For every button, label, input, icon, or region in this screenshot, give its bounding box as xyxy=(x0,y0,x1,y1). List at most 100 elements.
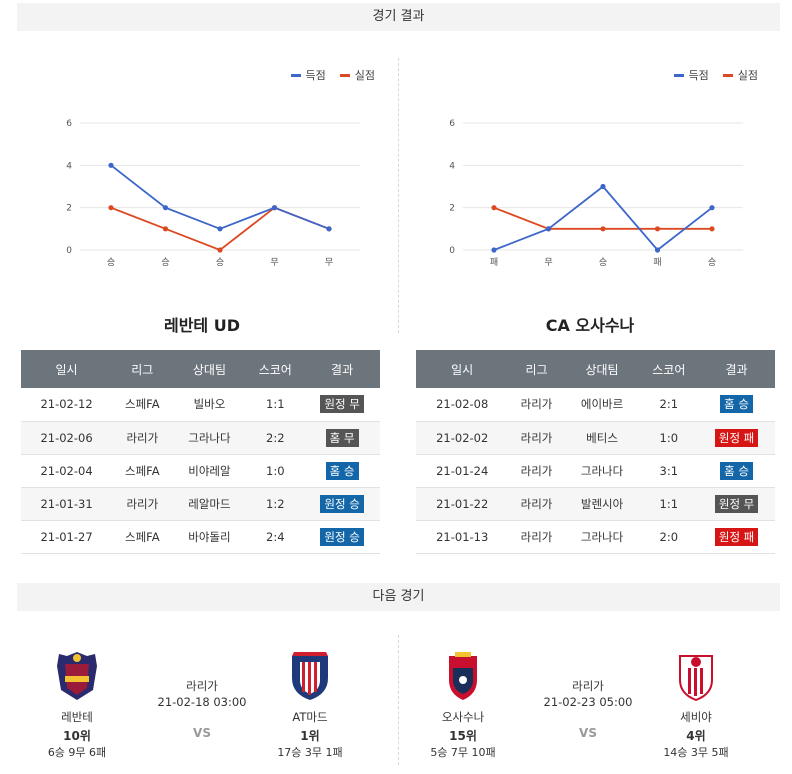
x-tick-label: 승 xyxy=(216,257,224,268)
chart-legend: 득점 실점 xyxy=(290,67,375,83)
y-tick-label: 6 xyxy=(66,119,72,129)
cell-score: 2:4 xyxy=(246,520,305,554)
result-badge: 홈 승 xyxy=(720,461,753,480)
legend-swatch-scored xyxy=(673,73,684,77)
header-opponent: 상대팀 xyxy=(172,350,247,388)
right-team-chart: 득점 실점 0 2 4 6 패 무 승 패 승 xyxy=(408,60,768,275)
cell-result: 홈 승 xyxy=(304,454,380,488)
y-tick-label: 4 xyxy=(66,161,72,171)
header-date: 일시 xyxy=(416,350,509,388)
result-badge: 홈 승 xyxy=(325,461,359,480)
cell-league: 라리가 xyxy=(508,487,565,521)
cell-opponent: 빌바오 xyxy=(172,388,247,422)
y-tick-label: 6 xyxy=(449,119,455,129)
next-match-divider xyxy=(398,635,399,765)
cell-league: 스페FA xyxy=(112,388,173,422)
header-result: 결과 xyxy=(304,350,380,388)
table-row: 21-01-31 라리가 레알마드 1:2 원정 승 xyxy=(21,487,380,521)
y-tick-label: 0 xyxy=(66,246,72,256)
cell-date: 21-01-27 xyxy=(21,520,113,554)
result-badge: 원정 무 xyxy=(714,494,759,513)
away-club: 세비야 4위 14승 3무 5패 xyxy=(651,650,741,760)
table-row: 21-02-12 스페FA 빌바오 1:1 원정 무 xyxy=(21,388,380,422)
y-tick-label: 0 xyxy=(449,246,455,256)
cell-opponent: 그라나다 xyxy=(564,520,640,554)
legend-label: 득점 xyxy=(688,69,709,82)
cell-league: 라리가 xyxy=(508,421,565,455)
table-row: 21-02-02 라리가 베티스 1:0 원정 패 xyxy=(416,421,775,455)
x-tick-label: 무 xyxy=(270,257,278,268)
cell-score: 3:1 xyxy=(639,454,699,488)
vs-label: VS xyxy=(193,726,211,740)
cell-league: 라리가 xyxy=(112,421,173,455)
left-team-title: 레반테 UD xyxy=(163,316,240,335)
data-point xyxy=(217,247,223,253)
line-chart-svg: 0 2 4 6 패 무 승 패 승 xyxy=(449,119,743,268)
cell-date: 21-02-06 xyxy=(21,421,113,455)
cell-result: 원정 승 xyxy=(304,520,380,554)
vs-label: VS xyxy=(579,726,597,740)
table-header-row: 일시 리그 상대팀 스코어 결과 xyxy=(21,350,380,388)
data-point xyxy=(108,162,114,168)
cell-result: 홈 승 xyxy=(698,454,775,488)
atletico-crest-icon xyxy=(292,652,328,700)
legend-label: 실점 xyxy=(354,69,375,82)
match-datetime: 21-02-18 03:00 xyxy=(157,695,247,709)
cell-date: 21-01-22 xyxy=(416,487,509,521)
home-club: 레반테 10위 6승 9무 6패 xyxy=(32,650,122,760)
results-divider xyxy=(398,58,399,333)
cell-date: 21-02-04 xyxy=(21,454,113,488)
cell-opponent: 그라나다 xyxy=(172,421,247,455)
series-line-scored xyxy=(110,164,330,230)
header-result: 결과 xyxy=(698,350,775,388)
data-point xyxy=(654,226,661,232)
cell-date: 21-02-02 xyxy=(416,421,509,455)
table-row: 21-02-08 라리가 에이바르 2:1 홈 승 xyxy=(416,388,775,422)
cell-league: 스페FA xyxy=(112,520,173,554)
cell-date: 21-02-12 xyxy=(21,388,113,422)
x-tick-label: 승 xyxy=(107,257,115,268)
table-row: 21-01-27 스페FA 바야돌리 2:4 원정 승 xyxy=(21,520,380,554)
club-rank: 10위 xyxy=(63,729,91,743)
x-tick-label: 승 xyxy=(708,257,716,268)
chart-legend: 득점 실점 xyxy=(673,67,758,83)
cell-result: 홈 무 xyxy=(304,421,380,455)
data-point xyxy=(491,247,497,253)
club-record: 5승 7무 10패 xyxy=(430,746,496,759)
header-date: 일시 xyxy=(21,350,113,388)
data-point xyxy=(654,247,661,253)
cell-score: 1:2 xyxy=(246,487,305,521)
y-tick-label: 2 xyxy=(66,204,72,214)
legend-swatch-scored xyxy=(290,73,301,77)
data-point xyxy=(600,226,606,232)
data-point xyxy=(709,205,715,211)
x-tick-label: 무 xyxy=(544,257,552,268)
data-point xyxy=(162,226,169,232)
x-tick-label: 승 xyxy=(161,257,169,268)
cell-score: 1:1 xyxy=(246,388,305,422)
data-point xyxy=(709,226,715,232)
results-section-title: 경기 결과 xyxy=(372,9,425,24)
data-point xyxy=(326,226,332,232)
cell-opponent: 레알마드 xyxy=(172,487,247,521)
cell-date: 21-01-24 xyxy=(416,454,509,488)
line-chart-svg: 0 2 4 6 승 승 승 무 무 xyxy=(66,119,360,268)
next-match-right: 오사수나 15위 5승 7무 10패 라리가 21-02-23 05:00 VS… xyxy=(408,650,768,760)
data-point xyxy=(271,205,278,211)
cell-opponent: 발렌시아 xyxy=(564,487,640,521)
result-badge: 원정 패 xyxy=(714,527,759,546)
data-point xyxy=(217,226,223,232)
cell-opponent: 그라나다 xyxy=(564,454,640,488)
data-point xyxy=(545,226,552,232)
cell-opponent: 바야돌리 xyxy=(172,520,247,554)
club-name: AT마드 xyxy=(292,710,328,724)
match-info: 라리가 21-02-18 03:00 xyxy=(142,678,262,710)
result-badge: 원정 승 xyxy=(320,494,364,513)
table-row: 21-01-22 라리가 발렌시아 1:1 원정 무 xyxy=(416,487,775,521)
legend-swatch-conceded xyxy=(722,73,733,77)
club-rank: 1위 xyxy=(300,729,320,743)
club-name: 오사수나 xyxy=(441,710,485,724)
cell-date: 21-01-31 xyxy=(21,487,113,521)
data-point xyxy=(600,183,606,190)
